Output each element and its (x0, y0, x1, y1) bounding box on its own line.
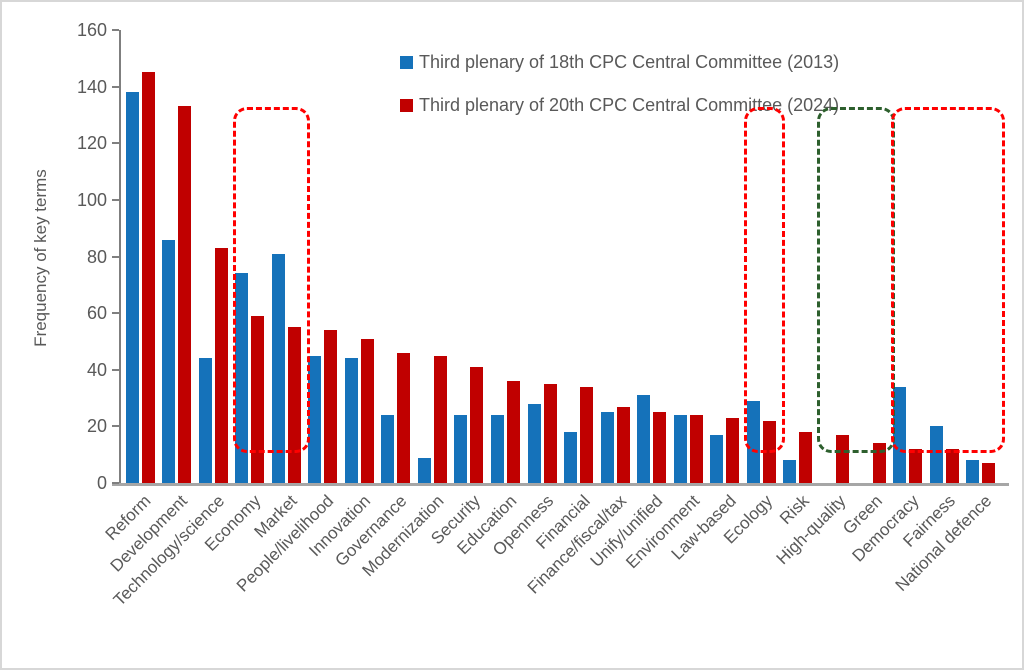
bar-2013-national-defence (966, 460, 980, 483)
bar-2013-people-livelihood (308, 355, 322, 483)
bar-2024-modernization (433, 355, 447, 483)
bar-2013-law-based (710, 434, 724, 483)
legend-swatch-2013-icon (400, 55, 413, 69)
bar-2024-risk (799, 432, 813, 483)
legend-label-2013: Third plenary of 18th CPC Central Commit… (419, 51, 840, 72)
bar-2024-democracy (909, 449, 923, 483)
bar-2013-reform (125, 92, 139, 483)
bar-2024-law-based (726, 417, 740, 483)
y-tick-label: 40 (86, 359, 107, 380)
annotation-dashed-box-3 (817, 107, 895, 453)
annotation-dashed-box-4 (890, 107, 1005, 453)
y-tick-label: 140 (76, 76, 107, 97)
bar-2024-education (507, 381, 520, 483)
y-axis-title: Frequency of key terms (31, 169, 50, 347)
bar-2024-green (872, 443, 886, 483)
bar-2024-fairness (945, 449, 959, 483)
bar-2024-technology-science (214, 248, 228, 483)
x-axis-line (112, 483, 1009, 486)
bar-2013-unify-unified (637, 395, 651, 483)
bar-2024-innovation (360, 338, 374, 483)
legend-item-2024: Third plenary of 20th CPC Central Commit… (400, 93, 839, 117)
legend-swatch-2024-icon (400, 98, 413, 112)
y-axis-line (119, 30, 121, 486)
y-tick-label: 100 (76, 189, 107, 210)
y-tick-label: 60 (86, 303, 107, 324)
bar-2024-governance (397, 352, 411, 483)
y-tick-mark (112, 255, 119, 258)
y-tick-mark (112, 85, 119, 88)
y-tick-mark (112, 29, 119, 31)
bar-2013-education (491, 415, 504, 483)
bar-2024-environment (689, 415, 703, 483)
bar-2024-finance-fiscal-tax (616, 406, 630, 483)
bar-2024-high-quality (835, 434, 849, 483)
annotation-dashed-box-2 (744, 107, 786, 453)
y-tick-mark (112, 198, 119, 201)
y-tick-label: 80 (86, 246, 107, 267)
bar-2013-fairness (929, 426, 943, 483)
bar-2013-democracy (893, 386, 907, 483)
bar-2013-development (162, 239, 176, 483)
bar-2013-economy (235, 273, 249, 483)
bar-2013-market (271, 253, 285, 483)
bar-2013-finance-fiscal-tax (600, 412, 614, 483)
y-tick-label: 160 (76, 20, 107, 40)
bar-2013-risk (783, 460, 797, 483)
y-tick-mark (112, 312, 119, 315)
bar-2024-national-defence (982, 463, 996, 483)
bar-2013-openness (527, 403, 541, 483)
annotation-dashed-box-1 (232, 107, 311, 453)
bar-2024-people-livelihood (324, 330, 338, 483)
bar-2013-technology-science (198, 358, 212, 483)
bar-2013-environment (673, 415, 687, 483)
bar-2024-unify-unified (653, 412, 667, 483)
y-tick-label: 120 (76, 133, 107, 154)
y-tick-mark (112, 482, 119, 484)
bar-2024-economy (251, 315, 265, 483)
y-tick-label: 20 (86, 416, 107, 437)
bar-2024-financial (580, 386, 594, 483)
bar-2013-financial (564, 432, 578, 483)
bar-2013-modernization (417, 457, 431, 483)
y-tick-mark (112, 142, 119, 145)
legend-label-2024: Third plenary of 20th CPC Central Commit… (419, 94, 840, 115)
bar-2013-governance (381, 415, 395, 483)
bar-2024-openness (543, 383, 557, 483)
legend-item-2013: Third plenary of 18th CPC Central Commit… (400, 50, 839, 74)
y-tick-mark (112, 425, 119, 428)
bar-2024-security (470, 366, 484, 483)
bar-2013-security (454, 415, 468, 483)
y-tick-mark (112, 368, 119, 371)
y-tick-label: 0 (96, 473, 107, 493)
bar-2024-development (178, 106, 192, 483)
legend: Third plenary of 18th CPC Central Commit… (400, 50, 839, 136)
bar-2024-reform (141, 72, 155, 483)
bar-2013-innovation (344, 358, 358, 483)
